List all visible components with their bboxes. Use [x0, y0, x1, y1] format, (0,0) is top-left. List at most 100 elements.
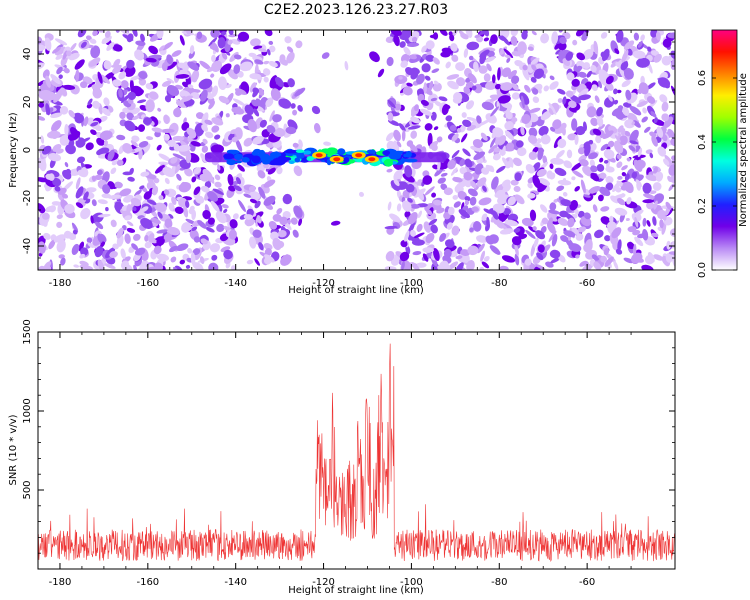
spectrogram-cell: [244, 104, 254, 115]
spectrogram-cell: [549, 81, 559, 90]
spectrogram-cell: [92, 100, 101, 109]
spectrogram-cell: [567, 217, 575, 228]
spectrogram-cell: [549, 163, 554, 170]
spectrogram-cell: [513, 227, 521, 233]
spectrogram-cell: [571, 118, 578, 131]
spectrogram-cell: [122, 34, 134, 41]
spectrogram-cell: [189, 45, 195, 55]
spectrogram-cell: [414, 188, 426, 198]
spectrogram-cell: [401, 129, 406, 142]
spectrogram-cell: [38, 116, 46, 121]
spectrogram-cell: [79, 253, 86, 259]
spectrogram-cell: [613, 193, 626, 200]
spectrogram-cell: [110, 167, 117, 175]
spectrogram-cell: [621, 171, 627, 177]
signal-cell: [235, 160, 243, 164]
spectrogram-cell: [623, 102, 632, 108]
spectrogram-cell: [237, 31, 250, 42]
spectrogram-cell: [244, 217, 255, 227]
spectrogram-cell: [600, 255, 607, 263]
spectrogram-cell: [632, 120, 641, 128]
spectrogram-cell: [575, 254, 580, 259]
spectrogram-cell: [620, 61, 629, 71]
spectrogram-cell: [613, 88, 618, 95]
spectrogram-cell: [156, 30, 164, 39]
spectrogram-cell: [422, 175, 433, 185]
spectrogram-cell: [522, 68, 530, 81]
spectrogram-cell: [528, 127, 538, 138]
spectrogram-cell: [487, 165, 494, 172]
spectrogram-cell: [472, 139, 483, 148]
spectrogram-cell: [176, 99, 186, 107]
spectrogram-cell: [551, 233, 558, 247]
spectrogram-cell: [669, 228, 675, 237]
spectrogram-cell: [653, 166, 659, 174]
spectrogram-cell: [611, 227, 622, 239]
spectrogram-cell: [287, 78, 295, 88]
spectrogram-cell: [256, 215, 262, 224]
spectrogram-cell: [156, 253, 170, 262]
spectrogram-cell: [656, 126, 664, 138]
spectrogram-cell: [247, 118, 258, 133]
spectrogram-cell: [563, 160, 573, 169]
spectrogram-cell: [452, 177, 463, 183]
spectrogram-cell: [579, 159, 589, 167]
spectrogram-cell: [102, 184, 111, 194]
spectrogram-cell: [453, 201, 461, 208]
spectrogram-cell: [223, 208, 228, 214]
spectrogram-cell: [233, 64, 241, 74]
spectrogram-cell: [477, 119, 490, 127]
spectrogram-cell: [456, 128, 462, 133]
spectrogram-cell: [127, 176, 135, 182]
spectrogram-cell: [170, 156, 178, 164]
spectrogram-cell: [94, 174, 103, 181]
signal-cell: [303, 150, 312, 155]
spectrogram-cell: [439, 232, 447, 242]
spectrogram-cell: [554, 167, 567, 176]
spectrogram-cell: [109, 251, 118, 258]
spectrogram-cell: [232, 213, 239, 220]
spectrogram-cell: [504, 54, 511, 59]
spectrogram-cell: [235, 138, 243, 152]
spectrogram-cell: [176, 144, 191, 152]
spectrogram-cell: [292, 142, 299, 148]
spectrogram-cell: [663, 116, 674, 128]
spectrogram-cell: [514, 172, 522, 182]
spectrogram-cell: [118, 88, 123, 98]
spectrogram-cell: [153, 177, 160, 184]
spectrogram-cell: [430, 224, 438, 234]
spectrogram-cell: [47, 153, 62, 162]
spectrogram-cell: [555, 49, 561, 55]
spectrogram-cell: [584, 143, 591, 157]
spectrogram-cell: [505, 111, 513, 120]
spectrogram-cell: [561, 124, 566, 136]
spectrogram-cell: [574, 65, 583, 72]
spectrogram-cell: [473, 61, 479, 73]
spectrogram-cell: [116, 159, 124, 166]
y-tick-label: 0: [22, 147, 33, 153]
spectrogram-cell: [65, 144, 77, 155]
spectrogram-cell: [103, 97, 110, 106]
spectrogram-cell: [540, 204, 548, 213]
spectrogram-cell: [653, 200, 658, 210]
spectrogram-cell: [478, 197, 492, 206]
spectrogram-cell: [263, 60, 270, 65]
spectrogram-cell: [605, 166, 615, 173]
spectrogram-cell: [421, 63, 431, 73]
spectrogram-cell: [458, 209, 470, 219]
spectrogram-cell: [398, 76, 403, 80]
spectrogram-cell: [211, 125, 220, 133]
spectrogram-cell: [221, 204, 229, 209]
spectrogram-cell: [614, 134, 621, 143]
signal-cell: [342, 157, 350, 163]
spectrogram-cell: [446, 222, 453, 230]
spectrogram-cell: [433, 126, 439, 131]
spectrogram-cell: [462, 148, 471, 157]
spectrogram-cell: [515, 140, 524, 148]
spectrogram-cell: [525, 229, 536, 239]
snr-y-ticks: 500 1000 1500: [22, 319, 675, 554]
spectrogram-cell: [632, 243, 637, 256]
signal-cell: [241, 157, 250, 163]
spectrogram-cell: [636, 57, 650, 68]
spectrogram-cell: [499, 228, 514, 235]
